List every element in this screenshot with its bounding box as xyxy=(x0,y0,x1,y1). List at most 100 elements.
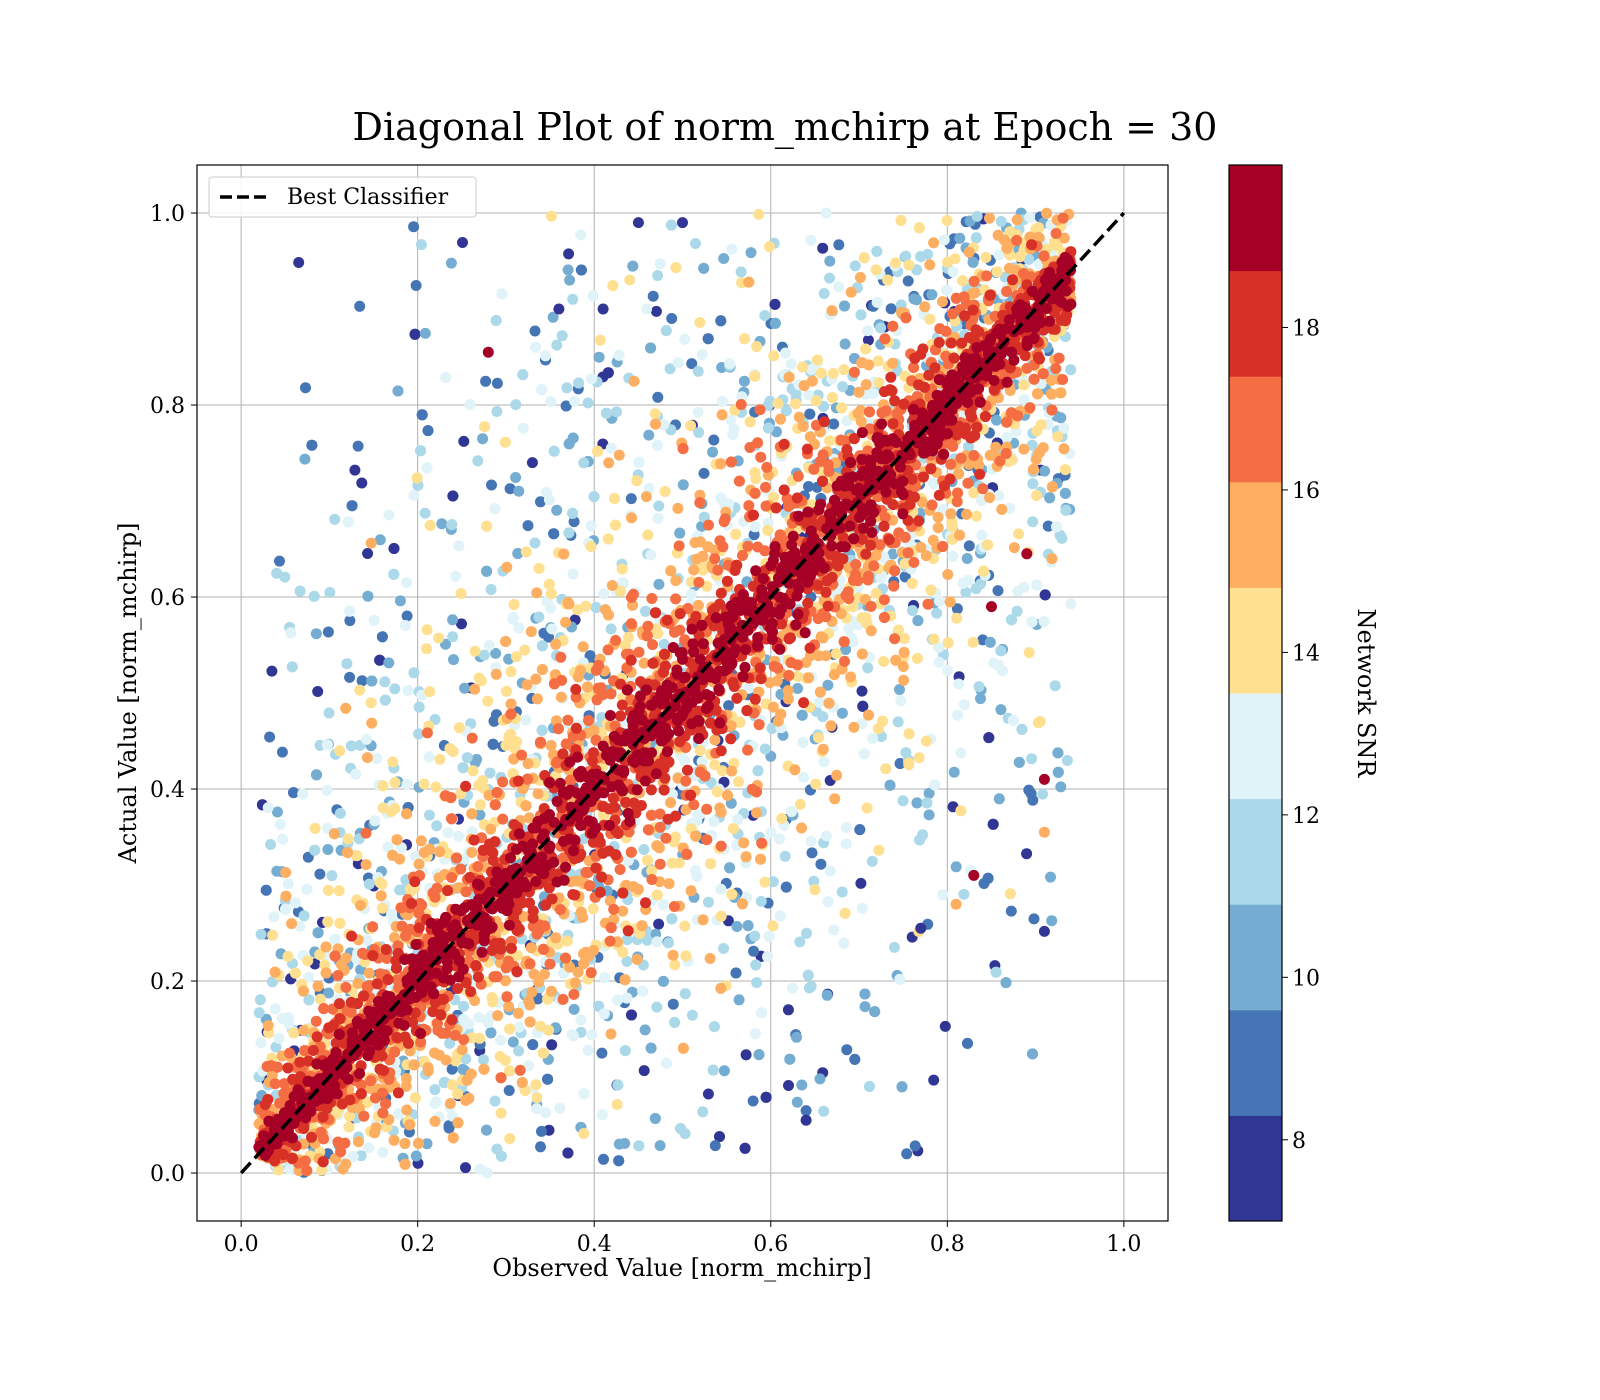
scatter-point xyxy=(424,686,436,698)
scatter-point xyxy=(536,724,548,736)
scatter-point xyxy=(458,435,470,447)
scatter-point xyxy=(582,397,594,409)
scatter-point xyxy=(810,395,822,407)
scatter-point xyxy=(596,1109,608,1121)
scatter-point xyxy=(872,355,884,367)
scatter-point xyxy=(421,643,432,655)
scatter-point xyxy=(657,975,669,987)
scatter-point xyxy=(399,1138,411,1149)
scatter-point xyxy=(547,311,559,323)
scatter-point xyxy=(633,1140,645,1152)
scatter-point xyxy=(266,665,278,677)
scatter-point xyxy=(401,610,413,622)
scatter-point xyxy=(779,850,791,862)
scatter-point xyxy=(934,595,945,607)
scatter-point xyxy=(517,369,529,381)
scatter-point xyxy=(545,985,557,997)
scatter-point xyxy=(538,943,549,955)
scatter-point xyxy=(856,357,868,369)
scatter-point xyxy=(872,723,884,735)
scatter-point xyxy=(298,1025,310,1036)
scatter-point xyxy=(878,656,890,667)
scatter-point xyxy=(813,696,825,708)
scatter-point xyxy=(324,587,336,598)
scatter-point xyxy=(585,520,597,532)
scatter-point xyxy=(649,408,661,420)
scatter-point xyxy=(806,375,818,387)
scatter-point xyxy=(280,903,291,915)
scatter-point xyxy=(1026,753,1038,765)
scatter-point xyxy=(578,1128,590,1139)
scatter-point xyxy=(612,994,624,1006)
scatter-point xyxy=(796,822,808,834)
scatter-point xyxy=(715,982,727,994)
scatter-point xyxy=(446,1063,458,1075)
scatter-point xyxy=(973,681,985,693)
scatter-point xyxy=(440,372,452,384)
scatter-point xyxy=(666,913,678,925)
scatter-point xyxy=(560,400,572,412)
scatter-point xyxy=(592,445,604,457)
scatter-point xyxy=(567,1030,579,1042)
scatter-point xyxy=(1052,766,1064,778)
scatter-point xyxy=(350,768,362,780)
scatter-point xyxy=(669,959,681,971)
scatter-point xyxy=(446,872,458,883)
scatter-point xyxy=(849,260,861,272)
scatter-point xyxy=(448,654,459,666)
scatter-point xyxy=(1028,464,1039,475)
scatter-point xyxy=(568,516,580,528)
scatter-point xyxy=(474,799,486,811)
scatter-point xyxy=(536,664,548,675)
scatter-point xyxy=(649,1113,661,1124)
scatter-point xyxy=(950,861,962,873)
scatter-point xyxy=(512,1007,524,1019)
scatter-point xyxy=(672,357,684,369)
scatter-point xyxy=(575,229,587,241)
scatter-point xyxy=(535,1141,546,1153)
scatter-point xyxy=(601,407,612,419)
scatter-point xyxy=(968,275,980,287)
scatter-point xyxy=(951,603,963,615)
scatter-point xyxy=(912,615,924,627)
scatter-point xyxy=(739,333,751,345)
scatter-point xyxy=(810,778,822,790)
scatter-point xyxy=(980,252,992,263)
scatter-point xyxy=(598,1008,610,1020)
scatter-point xyxy=(694,497,706,509)
scatter-point xyxy=(809,884,821,896)
scatter-point xyxy=(530,1079,542,1091)
scatter-point xyxy=(791,1096,803,1108)
scatter-point xyxy=(469,756,481,768)
scatter-point xyxy=(1038,616,1050,628)
scatter-point xyxy=(322,916,334,928)
scatter-point xyxy=(859,988,871,1000)
scatter-point xyxy=(469,645,481,657)
scatter-point xyxy=(415,835,427,847)
scatter-point xyxy=(264,731,276,743)
scatter-point xyxy=(736,898,748,910)
scatter-point xyxy=(995,704,1007,716)
scatter-point xyxy=(481,1014,493,1026)
scatter-point xyxy=(975,693,986,705)
scatter-point xyxy=(375,890,387,902)
scatter-point xyxy=(408,667,420,679)
scatter-point xyxy=(863,709,874,721)
scatter-point xyxy=(1011,214,1023,226)
scatter-point xyxy=(573,377,585,389)
scatter-point xyxy=(651,936,663,948)
scatter-point xyxy=(362,548,374,559)
scatter-point xyxy=(896,1081,908,1093)
scatter-point xyxy=(1016,723,1028,735)
scatter-point xyxy=(537,1047,549,1059)
scatter-point xyxy=(638,844,650,855)
scatter-point xyxy=(355,899,366,911)
scatter-point xyxy=(962,477,974,489)
scatter-point xyxy=(510,399,522,411)
scatter-point xyxy=(638,1065,650,1077)
scatter-point xyxy=(503,1085,515,1096)
scatter-point xyxy=(1028,913,1040,925)
scatter-point xyxy=(315,1126,327,1138)
scatter-point xyxy=(665,797,677,809)
scatter-point xyxy=(1001,416,1013,428)
